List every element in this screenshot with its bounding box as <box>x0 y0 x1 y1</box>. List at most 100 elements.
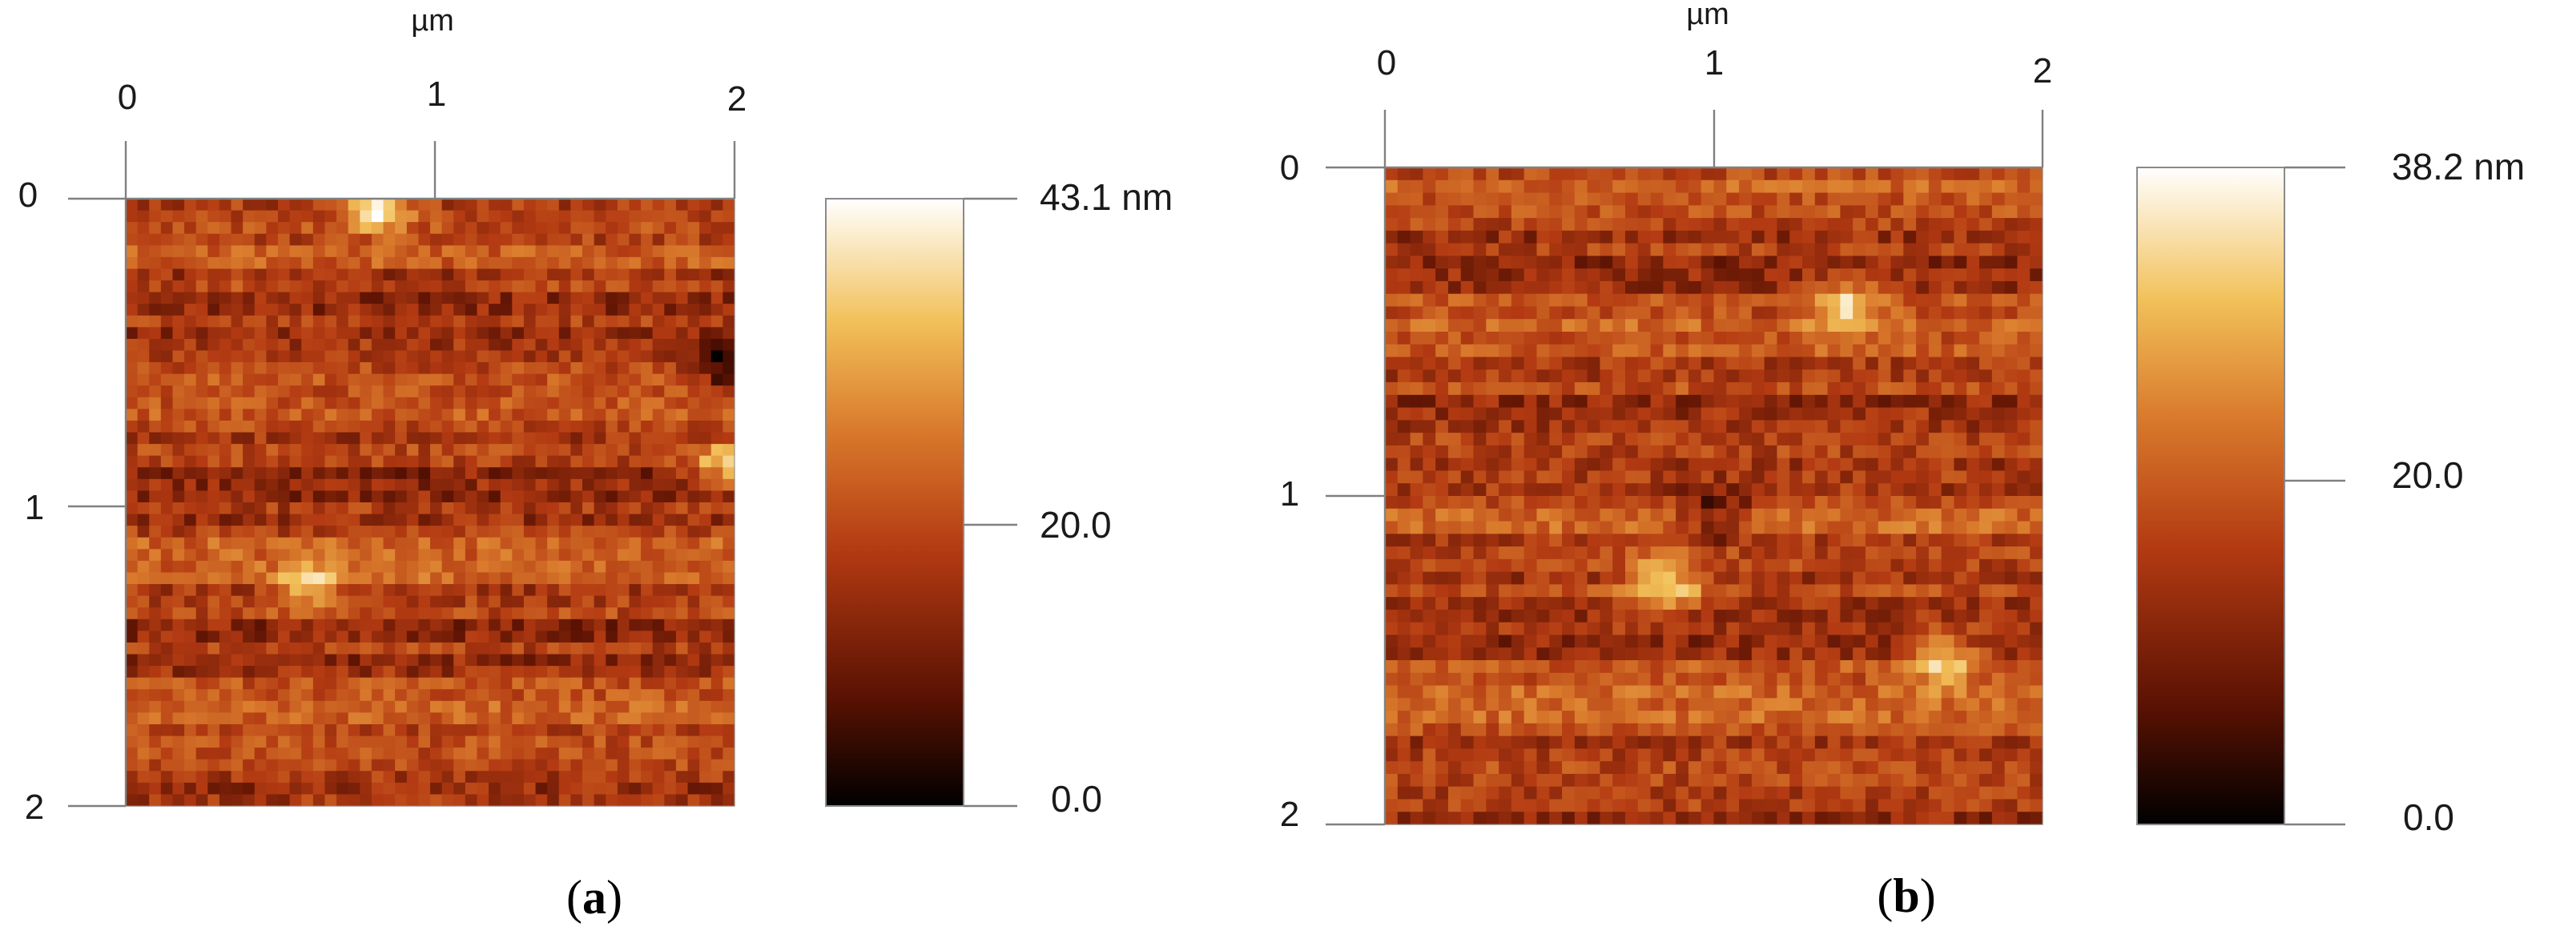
heatmap-cell <box>312 304 326 316</box>
heatmap-cell <box>664 712 677 725</box>
heatmap-cell <box>1916 483 1930 497</box>
heatmap-cell <box>664 210 677 223</box>
heatmap-cell <box>1802 597 1816 611</box>
heatmap-cell <box>441 794 454 807</box>
heatmap-cell <box>523 514 537 526</box>
heatmap-cell <box>570 502 583 515</box>
heatmap-cell <box>1777 256 1790 269</box>
heatmap-cell <box>383 584 396 597</box>
heatmap-cell <box>1473 457 1487 472</box>
heatmap-cell <box>149 292 162 304</box>
heatmap-cell <box>1890 571 1904 585</box>
heatmap-cell <box>2004 660 2019 674</box>
heatmap-cell <box>1435 167 1449 181</box>
heatmap-cell <box>184 677 197 690</box>
heatmap-cell <box>195 514 208 526</box>
heatmap-cell <box>594 549 606 562</box>
heatmap-cell <box>1574 445 1588 459</box>
heatmap-cell <box>348 595 360 608</box>
heatmap-cell <box>1853 571 1866 585</box>
heatmap-cell <box>383 233 396 246</box>
heatmap-cell <box>1587 496 1601 510</box>
heatmap-cell <box>2004 609 2019 623</box>
heatmap-cell <box>1637 192 1652 206</box>
heatmap-cell <box>278 560 291 574</box>
heatmap-cell <box>219 338 232 352</box>
heatmap-cell <box>1663 344 1676 358</box>
heatmap-cell <box>383 712 396 725</box>
heatmap-cell <box>1701 534 1715 547</box>
heatmap-cell <box>207 222 220 235</box>
heatmap-cell <box>1397 647 1411 661</box>
heatmap-cell <box>687 642 700 655</box>
heatmap-cell <box>629 409 642 421</box>
heatmap-cell <box>710 362 723 375</box>
heatmap-cell <box>395 526 408 538</box>
heatmap-cell <box>1447 635 1462 648</box>
heatmap-cell <box>1676 445 1689 459</box>
heatmap-cell <box>570 409 583 421</box>
heatmap-cell <box>1739 711 1753 724</box>
heatmap-cell <box>1410 508 1423 522</box>
heatmap-cell <box>1385 470 1399 484</box>
heatmap-cell <box>360 222 372 235</box>
heatmap-cell <box>1562 496 1576 510</box>
heatmap-cell <box>1928 635 1942 648</box>
heatmap-cell <box>722 689 735 702</box>
heatmap-cell <box>301 420 314 433</box>
heatmap-cell <box>617 327 630 340</box>
heatmap-cell <box>1637 521 1652 534</box>
heatmap-cell <box>1600 268 1613 282</box>
heatmap-cell <box>1435 306 1449 320</box>
heatmap-cell <box>207 385 220 398</box>
heatmap-cell <box>1499 256 1512 269</box>
heatmap-cell <box>710 245 723 258</box>
heatmap-cell <box>1865 534 1879 547</box>
heatmap-cell <box>149 771 162 784</box>
heatmap-cell <box>1865 496 1879 510</box>
heatmap-cell <box>1549 344 1563 358</box>
heatmap-cell <box>1688 635 1702 648</box>
heatmap-cell <box>1916 597 1930 611</box>
heatmap-cell <box>500 362 513 375</box>
heatmap-cell <box>195 478 208 492</box>
heatmap-cell <box>266 432 279 445</box>
heatmap-cell <box>324 268 337 281</box>
heatmap-cell <box>465 549 478 562</box>
heatmap-cell <box>243 292 256 304</box>
heatmap-cell <box>1739 382 1753 396</box>
heatmap-cell <box>1523 622 1538 636</box>
heatmap-cell <box>324 409 337 421</box>
heatmap-cell <box>1637 546 1652 560</box>
heatmap-cell <box>1511 433 1525 446</box>
heatmap-cell <box>278 455 291 468</box>
heatmap-cell <box>664 245 677 258</box>
heatmap-cell <box>1499 698 1512 711</box>
heatmap-cell <box>1966 584 1980 598</box>
heatmap-cell <box>675 199 689 212</box>
heatmap-cell <box>1979 420 1993 433</box>
heatmap-cell <box>687 771 700 784</box>
heatmap-cell <box>1764 521 1778 534</box>
heatmap-cell <box>430 222 443 235</box>
heatmap-cell <box>395 723 408 737</box>
heatmap-cell <box>1853 280 1866 295</box>
heatmap-cell <box>1624 243 1639 256</box>
heatmap-cell <box>1789 672 1803 687</box>
heatmap-cell <box>477 444 489 457</box>
heatmap-cell <box>1385 293 1399 308</box>
heatmap-cell <box>1562 306 1576 320</box>
heatmap-cell <box>348 304 360 316</box>
heatmap-cell <box>523 735 537 748</box>
heatmap-cell <box>137 420 150 433</box>
heatmap-cell <box>664 199 677 212</box>
heatmap-cell <box>722 526 735 538</box>
heatmap-cell <box>1751 622 1765 636</box>
heatmap-cell <box>1473 558 1487 573</box>
heatmap-cell <box>1587 280 1601 295</box>
heatmap-cell <box>195 420 208 433</box>
heatmap-cell <box>687 362 700 375</box>
heatmap-cell <box>523 315 537 328</box>
heatmap-cell <box>558 490 571 503</box>
heatmap-cell <box>219 455 232 468</box>
